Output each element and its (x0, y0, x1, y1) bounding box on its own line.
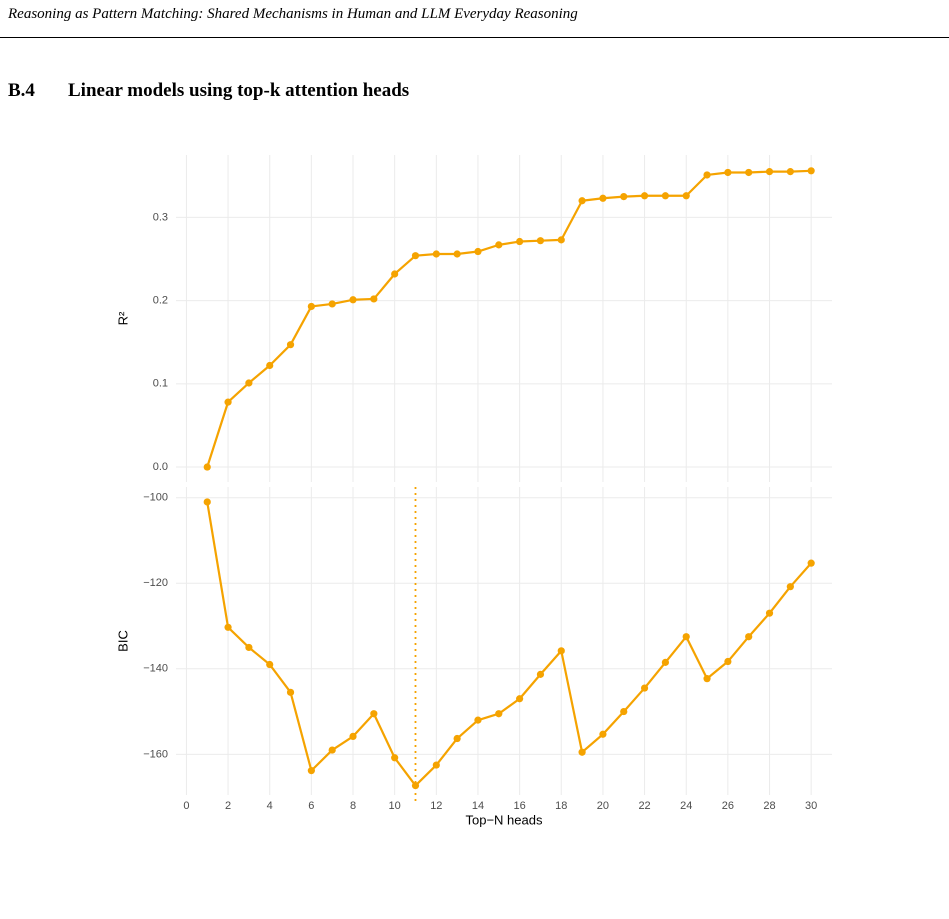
data-point (245, 379, 253, 387)
data-point (786, 583, 794, 591)
data-point (495, 710, 503, 718)
section-title: Linear models using top-k attention head… (68, 80, 410, 101)
data-point (578, 748, 586, 756)
data-point (640, 192, 649, 200)
y-tick-label: −120 (143, 577, 168, 589)
data-point (453, 734, 461, 743)
data-point (495, 241, 503, 249)
y-tick-label: 0.0 (153, 461, 168, 473)
data-point (370, 295, 378, 303)
x-tick-label: 12 (430, 800, 442, 812)
data-point (266, 361, 274, 370)
section-number: B.4 (8, 80, 35, 101)
data-point (703, 675, 711, 683)
data-point (599, 730, 607, 738)
x-tick-label: 28 (763, 800, 775, 812)
data-point (411, 252, 420, 260)
data-point (328, 300, 336, 308)
data-point (370, 710, 378, 718)
data-line (206, 169, 812, 468)
data-point (474, 247, 482, 256)
data-point (516, 695, 524, 703)
y-tick-label: −140 (143, 663, 168, 675)
header-rule (0, 37, 949, 38)
data-point (203, 498, 211, 506)
data-point (432, 761, 440, 769)
data-point (661, 192, 669, 200)
data-point (224, 398, 232, 406)
x-tick-label: 22 (638, 800, 650, 812)
data-point (724, 657, 732, 666)
data-point (682, 192, 690, 200)
data-point (765, 168, 774, 176)
x-tick-label: 10 (389, 800, 401, 812)
data-point (765, 609, 774, 617)
x-tick-label: 4 (267, 800, 273, 812)
x-tick-label: 8 (350, 800, 356, 812)
data-point (474, 716, 482, 724)
data-point (682, 633, 690, 641)
data-point (578, 197, 586, 205)
x-tick-label: 16 (513, 800, 525, 812)
y-tick-label: −100 (143, 492, 168, 504)
data-point (724, 168, 732, 177)
x-tick-label: 14 (472, 800, 484, 812)
y-tick-label: 0.2 (153, 295, 168, 307)
data-point (286, 341, 295, 349)
data-point (745, 168, 753, 177)
data-point (661, 658, 669, 666)
data-point (557, 236, 565, 244)
x-tick-label: 6 (308, 800, 314, 812)
data-point (391, 754, 399, 762)
data-point (620, 707, 628, 716)
data-point (745, 633, 753, 641)
data-point (411, 781, 420, 790)
y-tick-label: 0.1 (153, 378, 168, 390)
data-point (349, 732, 357, 740)
data-point (536, 237, 545, 245)
x-tick-label: 2 (225, 800, 231, 812)
data-point (286, 688, 295, 696)
running-header: Reasoning as Pattern Matching: Shared Me… (8, 6, 578, 22)
data-point (266, 660, 274, 669)
data-point (599, 194, 607, 202)
data-point (703, 171, 711, 179)
x-tick-label: 26 (722, 800, 734, 812)
section-heading: B.4 Linear models using top-k attention h… (8, 80, 409, 102)
x-tick-label: 18 (555, 800, 567, 812)
data-point (349, 296, 357, 304)
data-point (557, 647, 565, 655)
data-line (206, 501, 812, 787)
x-tick-label: 24 (680, 800, 692, 812)
y-tick-label: −160 (143, 748, 168, 760)
y-tick-label: 0.3 (153, 211, 168, 223)
y-axis-title: R² (115, 311, 130, 325)
data-point (620, 193, 628, 201)
data-point (328, 746, 336, 754)
data-point (516, 237, 524, 246)
data-point (786, 168, 794, 176)
data-point (224, 623, 232, 631)
x-axis-title: Top−N heads (466, 812, 543, 827)
data-point (640, 684, 649, 692)
data-point (432, 250, 440, 258)
x-tick-label: 0 (183, 800, 189, 812)
data-point (307, 767, 315, 775)
x-tick-label: 30 (805, 800, 817, 812)
data-point (203, 463, 211, 471)
x-tick-label: 20 (597, 800, 609, 812)
data-point (807, 167, 815, 175)
data-point (453, 250, 461, 258)
data-point (391, 270, 399, 278)
data-point (536, 670, 545, 678)
y-axis-title: BIC (115, 630, 130, 652)
data-point (245, 643, 253, 652)
data-point (307, 302, 315, 311)
data-point (807, 559, 815, 567)
